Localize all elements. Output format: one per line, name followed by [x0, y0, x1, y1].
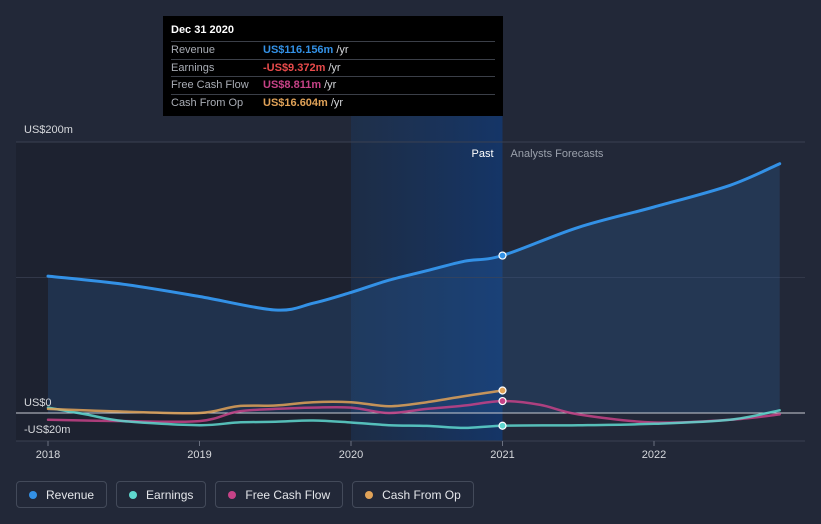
legend-item-earnings[interactable]: Earnings: [116, 481, 207, 508]
series-line-revenue: [46, 162, 782, 312]
y-axis-label: US$200m: [24, 124, 73, 136]
legend-item-cash-from-op[interactable]: Cash From Op: [352, 481, 474, 508]
tooltip-value: US$8.811m: [263, 79, 322, 92]
y-axis-label: US$0: [24, 397, 52, 409]
legend-dot-icon: [29, 490, 37, 499]
tooltip-value: US$16.604m: [263, 96, 328, 109]
tooltip-row-revenue: Revenue US$116.156m /yr: [171, 41, 495, 59]
legend-label: Cash From Op: [382, 487, 461, 502]
x-axis-label: 2019: [187, 449, 211, 461]
series-line-earnings: [46, 406, 781, 430]
legend-item-revenue[interactable]: Revenue: [16, 481, 108, 508]
tooltip-label: Free Cash Flow: [171, 79, 249, 92]
past-label: Past: [471, 148, 493, 160]
tooltip-unit: /yr: [336, 44, 349, 57]
x-axis-label: 2022: [642, 449, 666, 461]
tooltip-row-earnings: Earnings -US$9.372m /yr: [171, 58, 495, 77]
tooltip-date: Dec 31 2020: [171, 24, 234, 36]
point-marker-earnings: [498, 421, 507, 430]
legend-item-free-cash-flow[interactable]: Free Cash Flow: [215, 481, 344, 508]
tooltip-row-free-cash-flow: Free Cash Flow US$8.811m /yr: [171, 76, 495, 94]
forecast-label: Analysts Forecasts: [511, 148, 604, 160]
revenue-area: [48, 163, 780, 413]
point-marker-cash-from-op: [498, 386, 507, 395]
legend-dot-icon: [129, 490, 138, 499]
x-axis-label: 2021: [490, 449, 514, 461]
legend-label: Free Cash Flow: [245, 487, 331, 502]
legend-label: Earnings: [146, 487, 194, 502]
legend: Revenue Earnings Free Cash Flow Cash Fro…: [16, 481, 474, 509]
x-axis-label: 2020: [339, 449, 363, 461]
x-axis-label: 2018: [36, 449, 60, 461]
point-marker-free-cash-flow: [498, 396, 507, 406]
series-line-free-cash-flow: [46, 399, 781, 424]
tooltip-row-cash-from-op: Cash From Op US$16.604m /yr: [171, 93, 495, 112]
tooltip-unit: /yr: [324, 79, 337, 92]
legend-dot-icon: [365, 490, 374, 499]
tooltip-label: Revenue: [171, 44, 216, 57]
tooltip-label: Cash From Op: [171, 96, 244, 109]
y-axis-label: -US$20m: [24, 424, 70, 436]
tooltip-value: US$116.156m: [263, 44, 334, 57]
tooltip-value: -US$9.372m: [263, 61, 326, 74]
tooltip-label: Earnings: [171, 61, 215, 74]
legend-label: Revenue: [46, 487, 95, 502]
series-line-cash-from-op: [46, 389, 504, 415]
legend-dot-icon: [228, 490, 237, 499]
tooltip-unit: /yr: [330, 96, 344, 109]
point-marker-revenue: [498, 251, 507, 260]
tooltip: Dec 31 2020 Revenue US$116.156m /yr Earn…: [163, 16, 503, 116]
tooltip-unit: /yr: [328, 61, 341, 74]
